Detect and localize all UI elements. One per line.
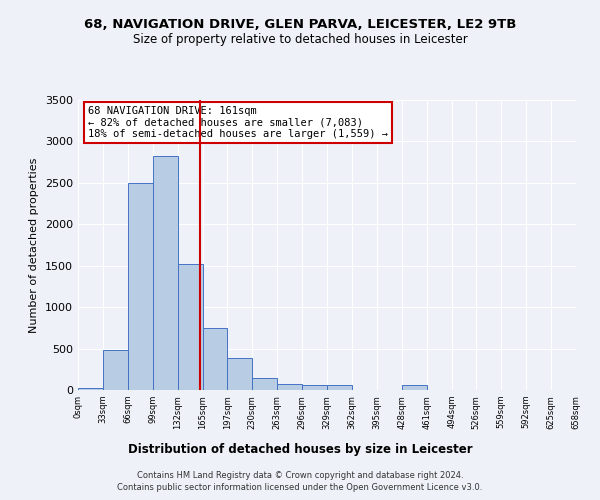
Text: 68, NAVIGATION DRIVE, GLEN PARVA, LEICESTER, LE2 9TB: 68, NAVIGATION DRIVE, GLEN PARVA, LEICES… [84,18,516,30]
Y-axis label: Number of detached properties: Number of detached properties [29,158,40,332]
Bar [128,183,153,390]
Bar [402,386,427,390]
Bar [153,156,178,390]
Bar [277,384,302,390]
Bar [203,328,227,390]
Bar [302,386,327,390]
Text: Distribution of detached houses by size in Leicester: Distribution of detached houses by size … [128,442,472,456]
Bar [78,388,103,390]
Bar [103,350,128,390]
Text: 68 NAVIGATION DRIVE: 161sqm
← 82% of detached houses are smaller (7,083)
18% of : 68 NAVIGATION DRIVE: 161sqm ← 82% of det… [88,106,388,139]
Text: Size of property relative to detached houses in Leicester: Size of property relative to detached ho… [133,32,467,46]
Bar [227,358,252,390]
Text: Contains public sector information licensed under the Open Government Licence v3: Contains public sector information licen… [118,483,482,492]
Bar [178,264,203,390]
Text: Contains HM Land Registry data © Crown copyright and database right 2024.: Contains HM Land Registry data © Crown c… [137,470,463,480]
Bar [327,386,352,390]
Bar [252,378,277,390]
